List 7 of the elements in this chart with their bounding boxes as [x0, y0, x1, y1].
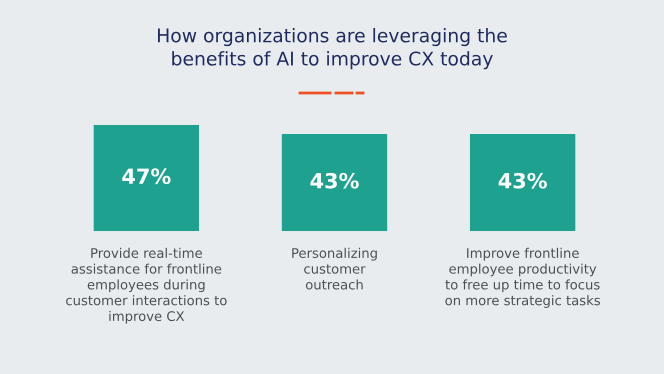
data-label: 43%: [498, 172, 547, 189]
x-tick-label: Provide real-time assistance for frontline employees during customer interactions to improve CX: [66, 248, 227, 324]
x-tick-label: Improve frontline employee productivity to free up time to focus on more strategic tasks: [445, 248, 600, 308]
chart-title: How organizations are leveraging the benefits of AI to improve CX today: [158, 28, 507, 70]
x-tick-label: Personalizing customer outreach: [292, 248, 377, 290]
data-label: 47%: [122, 168, 171, 184]
data-label: 43%: [310, 172, 359, 189]
